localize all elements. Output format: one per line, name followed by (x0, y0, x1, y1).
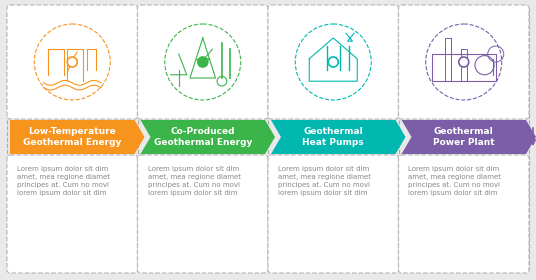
Text: Lorem ipsum dolor sit dim
amet, mea regione diamet
principes at. Cum no movi
lor: Lorem ipsum dolor sit dim amet, mea regi… (278, 166, 371, 196)
Circle shape (459, 57, 469, 67)
Polygon shape (10, 120, 145, 154)
Circle shape (67, 57, 77, 67)
Text: Co-Produced
Geothermal Energy: Co-Produced Geothermal Energy (153, 127, 252, 147)
FancyBboxPatch shape (7, 155, 138, 273)
Text: Geothermal
Power Plant: Geothermal Power Plant (433, 127, 495, 147)
Text: Lorem ipsum dolor sit dim
amet, mea regione diamet
principes at. Cum no movi
lor: Lorem ipsum dolor sit dim amet, mea regi… (408, 166, 502, 196)
Text: Lorem ipsum dolor sit dim
amet, mea regione diamet
principes at. Cum no movi
lor: Lorem ipsum dolor sit dim amet, mea regi… (17, 166, 110, 196)
Polygon shape (140, 120, 275, 154)
Circle shape (328, 57, 338, 67)
FancyBboxPatch shape (7, 5, 138, 119)
Polygon shape (271, 120, 406, 154)
Polygon shape (401, 120, 536, 154)
Circle shape (198, 57, 208, 67)
FancyBboxPatch shape (398, 5, 529, 119)
Text: Lorem ipsum dolor sit dim
amet, mea regione diamet
principes at. Cum no movi
lor: Lorem ipsum dolor sit dim amet, mea regi… (147, 166, 241, 196)
FancyBboxPatch shape (138, 5, 268, 119)
FancyBboxPatch shape (138, 155, 268, 273)
FancyBboxPatch shape (268, 5, 398, 119)
Text: Geothermal
Heat Pumps: Geothermal Heat Pumps (302, 127, 364, 147)
Text: Low-Temperature
Geothermal Energy: Low-Temperature Geothermal Energy (23, 127, 122, 147)
FancyBboxPatch shape (398, 155, 529, 273)
FancyBboxPatch shape (268, 155, 398, 273)
